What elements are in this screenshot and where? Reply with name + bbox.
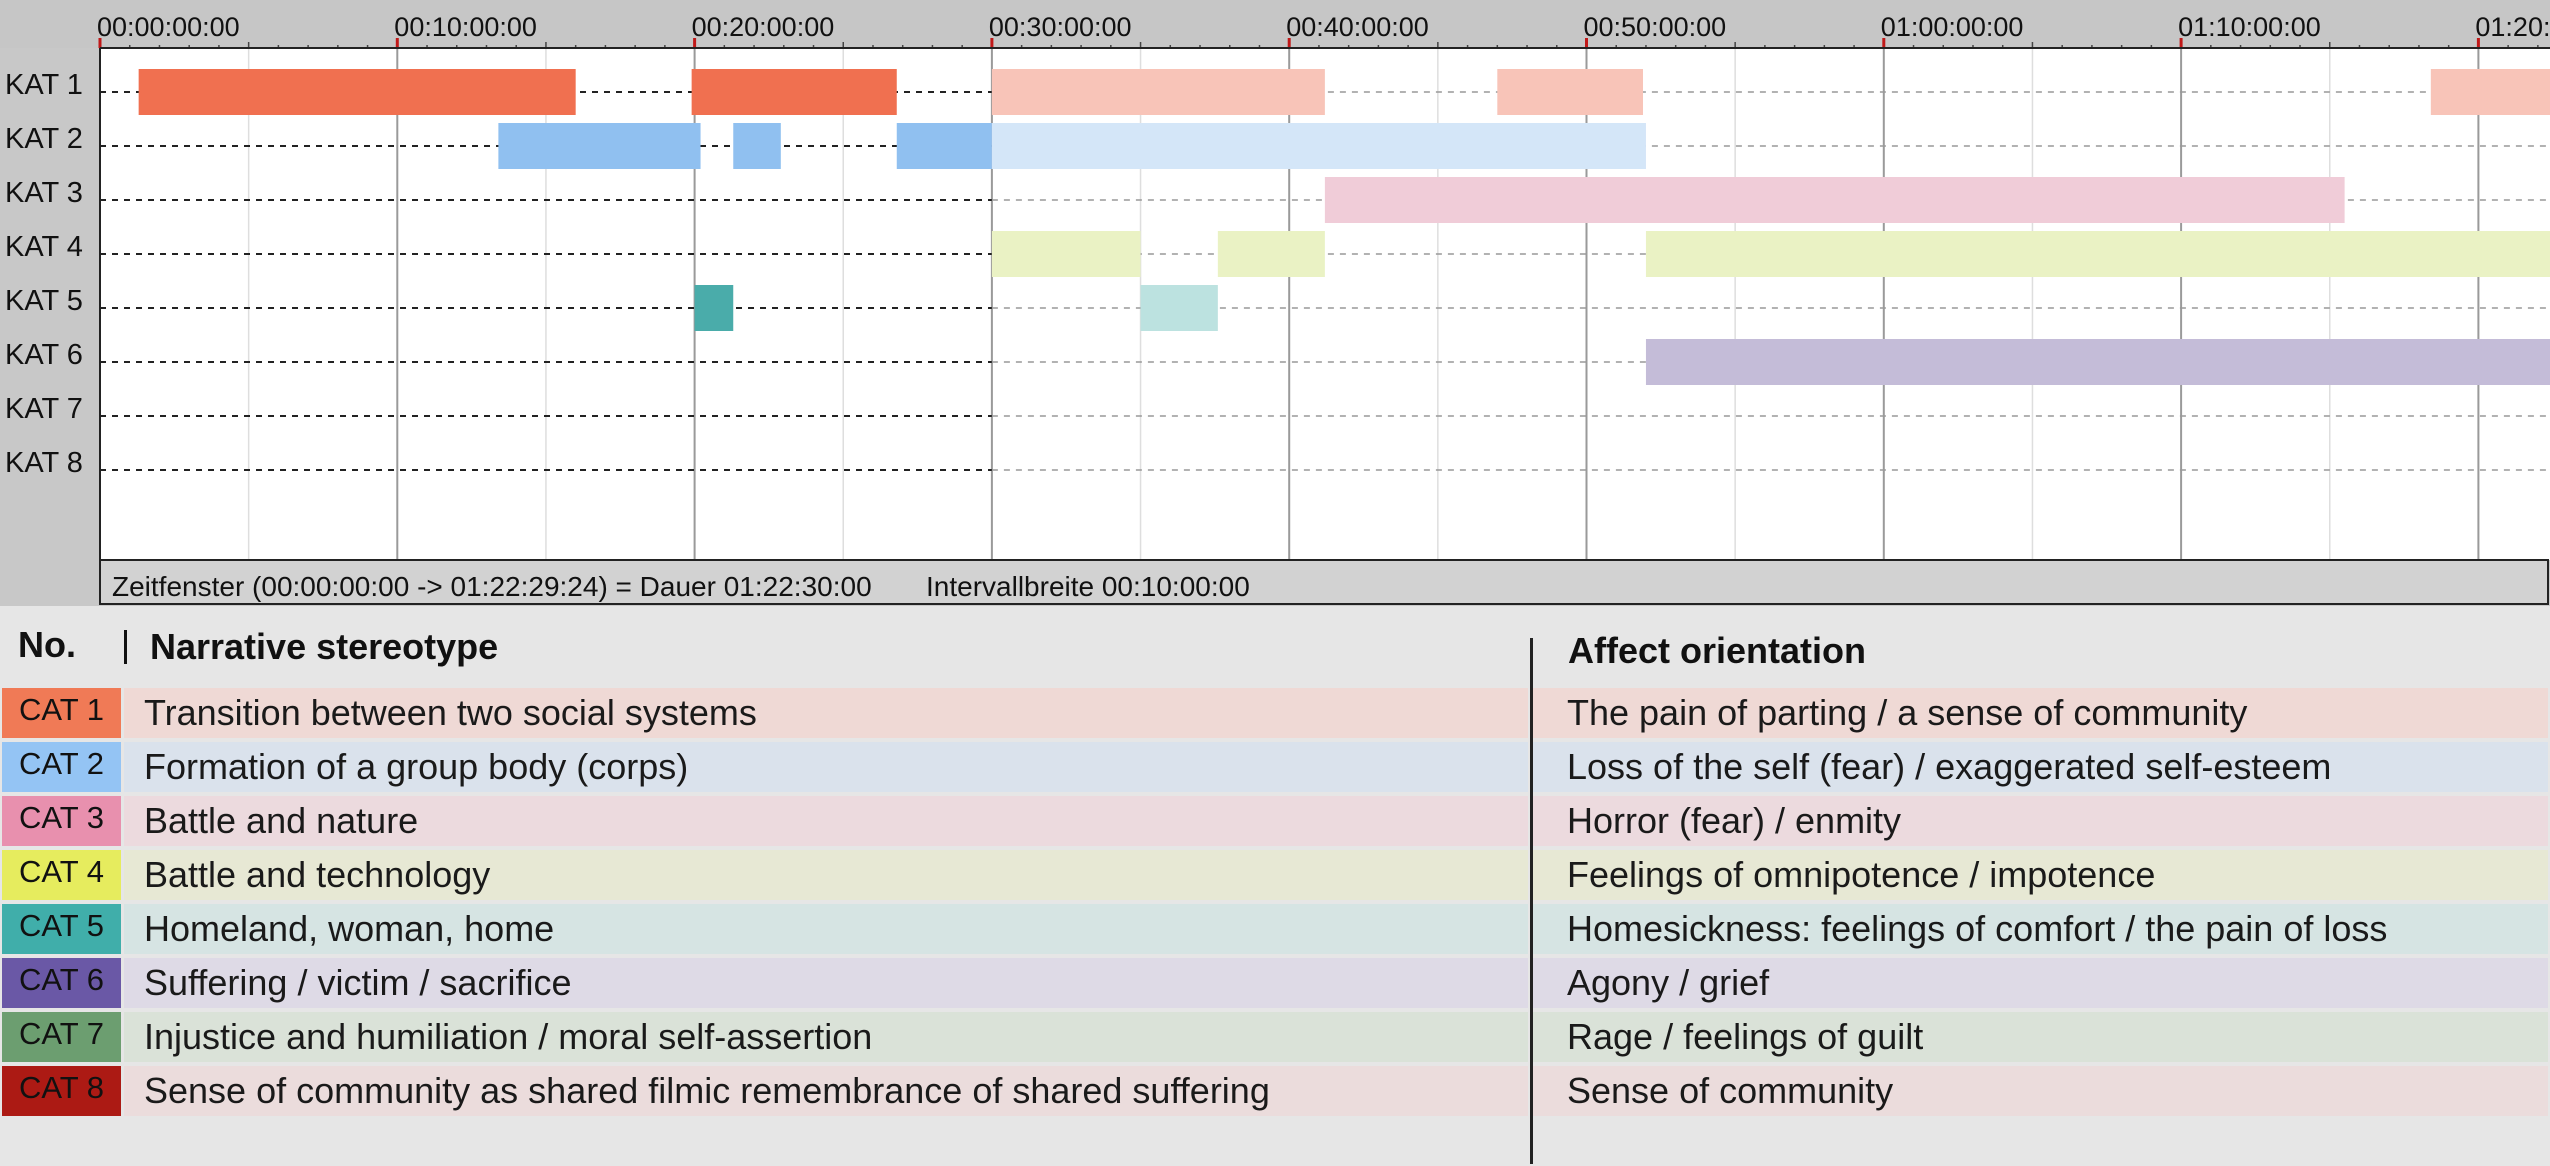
affect-cell: The pain of parting / a sense of communi… (1533, 688, 2548, 738)
cat-badge: CAT 2 (2, 742, 121, 792)
header-affect: Affect orientation (1568, 630, 1867, 671)
cat-badge: CAT 8 (2, 1066, 121, 1116)
tick-label: 00:30:00:00 (989, 12, 1132, 42)
header-separator (124, 630, 127, 664)
stereotype-cell: Battle and technology (124, 850, 1528, 900)
timeline-chart: 00:00:00:00 00:10:00:00 00:20:00:00 00:30:0… (0, 0, 2550, 605)
tick-label: 00:40:00:00 (1286, 12, 1429, 42)
row-label: KAT 8 (5, 447, 83, 479)
bars (138, 69, 2550, 385)
time-ruler (0, 0, 2550, 48)
bar-kat-5[interactable] (694, 285, 734, 331)
stereotype-cell: Injustice and humiliation / moral self-a… (124, 1012, 1528, 1062)
bar-kat-2[interactable] (498, 123, 701, 169)
bar-kat-1[interactable] (138, 69, 576, 115)
affect-cell: Sense of community (1533, 1066, 2548, 1116)
bar-kat-1[interactable] (2430, 69, 2550, 115)
status-bar (99, 559, 2549, 605)
legend-row: Suffering / victim / sacrifice Agony / gr… (0, 958, 2550, 1008)
bar-kat-2[interactable] (733, 123, 781, 169)
header-stereotype: Narrative stereotype (150, 626, 499, 667)
affect-cell: Homesickness: feelings of comfort / the … (1533, 904, 2548, 954)
bar-kat-2[interactable] (896, 123, 992, 169)
cat-badge: CAT 6 (2, 958, 121, 1008)
row-labels: KAT 1 KAT 2 KAT 3 KAT 4 KAT 5 KAT 6 KAT 7 KAT 8 (5, 69, 83, 479)
bar-kat-4[interactable] (991, 231, 1141, 277)
cat-badge: CAT 5 (2, 904, 121, 954)
timeline-panel: 00:00:00:00 00:10:00:00 00:20:00:00 00:30:0… (0, 0, 2550, 606)
legend-row: Sense of community as shared filmic reme… (0, 1066, 2550, 1116)
row-label: KAT 2 (5, 123, 83, 155)
stereotype-cell: Suffering / victim / sacrifice (124, 958, 1528, 1008)
stereotype-cell: Battle and nature (124, 796, 1528, 846)
bar-kat-1[interactable] (691, 69, 897, 115)
cat-badge: CAT 7 (2, 1012, 121, 1062)
row-label: KAT 7 (5, 393, 83, 425)
bar-kat-6[interactable] (1645, 339, 2550, 385)
column-separator (1530, 638, 1533, 1164)
row-label: KAT 5 (5, 285, 83, 317)
row-label: KAT 3 (5, 177, 83, 209)
legend-row: Battle and technology Feelings of omnipot… (0, 850, 2550, 900)
stereotype-cell: Formation of a group body (corps) (124, 742, 1528, 792)
affect-cell: Horror (fear) / enmity (1533, 796, 2548, 846)
tick-label: 00:20:00:00 (692, 12, 835, 42)
tick-label: 01:00:00:00 (1881, 12, 2024, 42)
legend-row: Injustice and humiliation / moral self-a… (0, 1012, 2550, 1062)
cat-badge: CAT 1 (2, 688, 121, 738)
tick-label: 00:50:00:00 (1584, 12, 1727, 42)
bar-kat-4[interactable] (1645, 231, 2550, 277)
legend-row: Battle and nature Horror (fear) / enmity C… (0, 796, 2550, 846)
legend-row: Homeland, woman, home Homesickness: feeli… (0, 904, 2550, 954)
stereotype-cell: Sense of community as shared filmic reme… (124, 1066, 1528, 1116)
bar-kat-1[interactable] (991, 69, 1325, 115)
bar-kat-1[interactable] (1497, 69, 1643, 115)
legend-row: Transition between two social systems The… (0, 688, 2550, 738)
affect-cell: Agony / grief (1533, 958, 2548, 1008)
affect-cell: Loss of the self (fear) / exaggerated se… (1533, 742, 2548, 792)
row-label: KAT 6 (5, 339, 83, 371)
interval-width-text: Intervallbreite 00:10:00:00 (926, 571, 1250, 602)
tick-label: 00:10:00:00 (394, 12, 537, 42)
tick-label: 01:20:00:00 (2475, 12, 2550, 42)
tick-label: 00:00:00:00 (97, 12, 240, 42)
cat-badge: CAT 3 (2, 796, 121, 846)
stereotype-cell: Transition between two social systems (124, 688, 1528, 738)
header-no: No. (18, 624, 76, 665)
bar-kat-4[interactable] (1217, 231, 1325, 277)
legend-row: Formation of a group body (corps) Loss of… (0, 742, 2550, 792)
affect-cell: Feelings of omnipotence / impotence (1533, 850, 2548, 900)
bar-kat-2[interactable] (991, 123, 1646, 169)
affect-cell: Rage / feelings of guilt (1533, 1012, 2548, 1062)
stereotype-cell: Homeland, woman, home (124, 904, 1528, 954)
bar-kat-3[interactable] (1324, 177, 2345, 223)
tick-label: 01:10:00:00 (2178, 12, 2321, 42)
row-label: KAT 4 (5, 231, 83, 263)
bar-kat-5[interactable] (1140, 285, 1218, 331)
cat-badge: CAT 4 (2, 850, 121, 900)
time-window-text: Zeitfenster (00:00:00:00 -> 01:22:29:24)… (112, 571, 872, 602)
row-label: KAT 1 (5, 69, 83, 101)
